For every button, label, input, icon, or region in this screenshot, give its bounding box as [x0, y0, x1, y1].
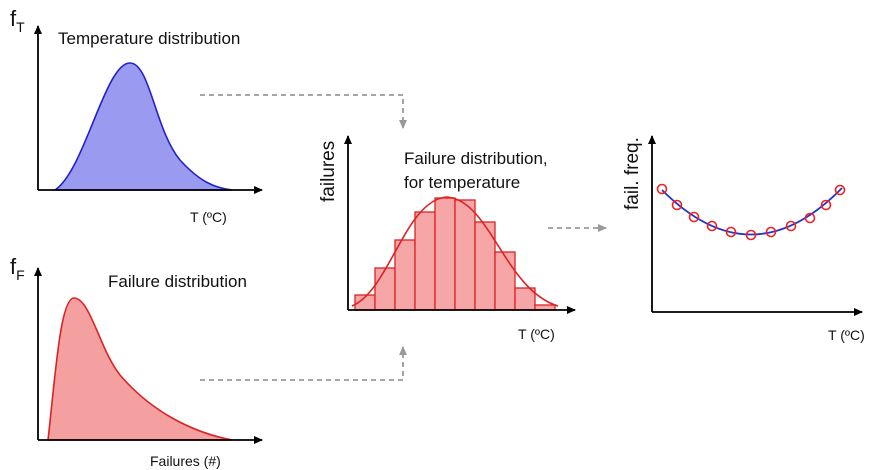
failure-curve: [47, 297, 233, 441]
connector: [200, 346, 407, 381]
temperature-panel: fT Temperature distribution T (ºC): [10, 6, 263, 225]
panel-title: Temperature distribution: [58, 29, 240, 48]
axis-label: fT: [10, 6, 25, 35]
connector: [200, 94, 407, 129]
points: [656, 183, 846, 241]
histogram-panel: failures Failure distribution, for tempe…: [318, 135, 576, 342]
axis-label: fF: [10, 254, 25, 283]
x-label: T (ºC): [190, 209, 227, 225]
temperature-curve: [52, 62, 233, 191]
axis-label: failures: [318, 141, 339, 202]
fit-curve: [661, 187, 843, 236]
histogram-bars: [354, 197, 556, 311]
x-label: T (ºC): [518, 326, 555, 342]
fit-curve: [351, 196, 559, 307]
frequency-panel: fail. freq. T (ºC): [622, 135, 865, 343]
x-label: T (ºC): [828, 327, 865, 343]
axis-label: fail. freq.: [622, 137, 643, 210]
panel-title: for temperature: [404, 173, 520, 192]
failure-panel: fF Failure distribution Failures (#): [10, 254, 263, 469]
panel-title: Failure distribution,: [404, 149, 548, 168]
panel-title: Failure distribution: [108, 272, 247, 291]
x-label: Failures (#): [150, 453, 221, 469]
